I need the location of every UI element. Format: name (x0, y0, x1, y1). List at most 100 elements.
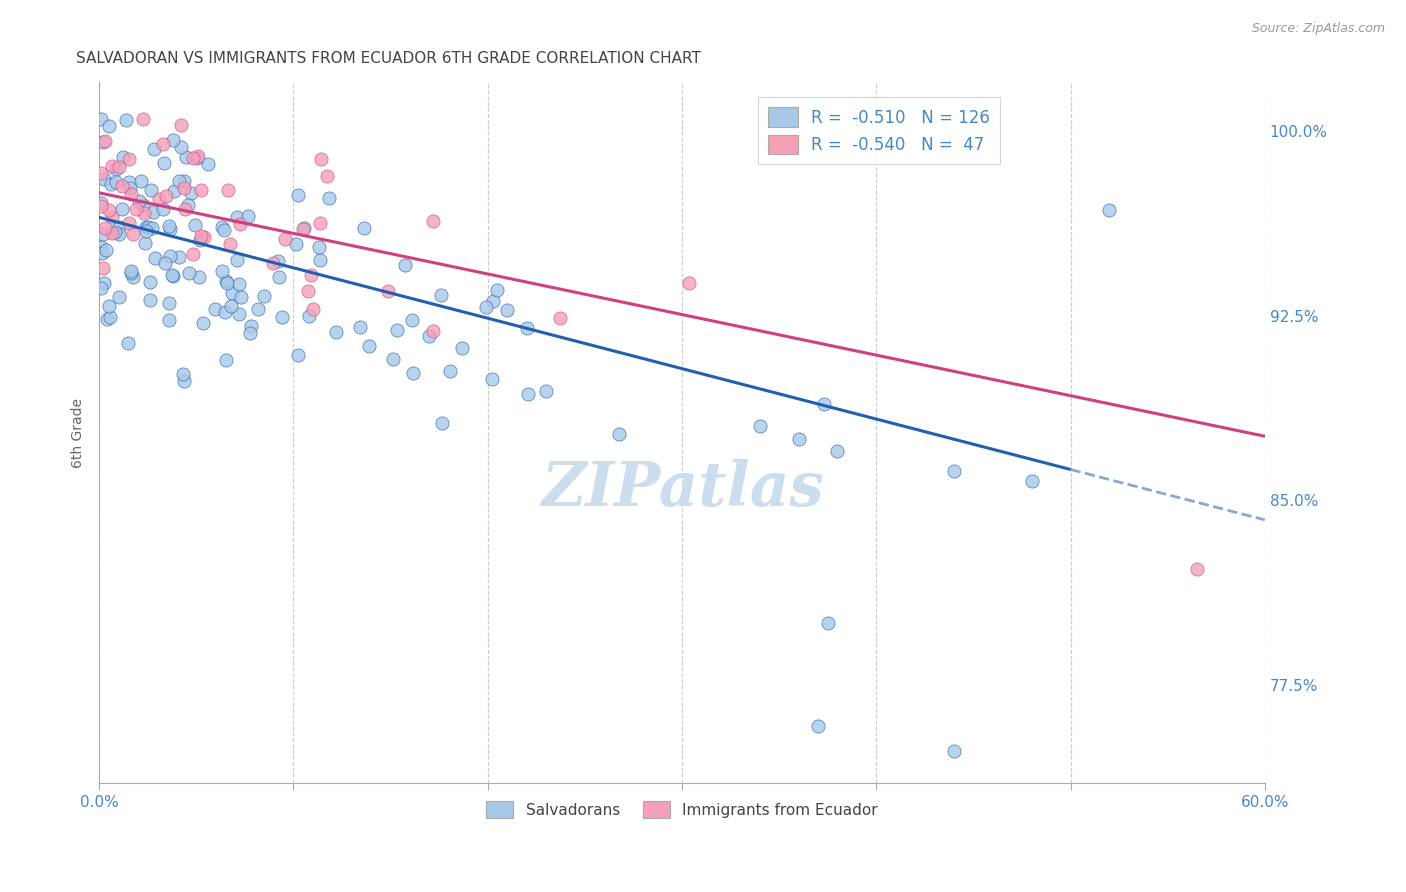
Point (357, 339, 380, 353)
Point (120, 264, 142, 278)
Point (93, 277, 115, 291)
Point (91, 260, 114, 275)
Point (197, 157, 219, 171)
Point (382, 351, 405, 366)
Point (228, 277, 250, 292)
Point (188, 270, 211, 285)
Point (219, 299, 242, 313)
Point (422, 324, 444, 338)
Point (173, 181, 195, 195)
Point (943, 744, 966, 758)
Point (107, 160, 129, 174)
Point (239, 318, 262, 333)
Point (429, 288, 451, 302)
Point (162, 133, 184, 147)
Point (534, 384, 557, 398)
Point (98, 310, 121, 325)
Point (181, 152, 204, 166)
Point (486, 283, 509, 297)
Point (271, 310, 294, 325)
Point (91, 135, 114, 149)
Point (481, 293, 503, 308)
Point (142, 205, 165, 219)
Point (239, 326, 262, 341)
Point (94, 134, 117, 148)
Point (827, 444, 849, 458)
Point (228, 307, 250, 321)
Point (94, 243, 117, 257)
Point (481, 372, 503, 386)
Point (418, 329, 440, 343)
Point (100, 178, 122, 192)
Point (211, 264, 233, 278)
Point (98, 299, 121, 313)
Point (93, 171, 115, 186)
Point (229, 290, 252, 304)
Text: ZIPatlas: ZIPatlas (541, 458, 824, 518)
Point (132, 198, 155, 212)
Point (439, 364, 461, 378)
Point (90, 112, 112, 126)
Point (299, 268, 322, 282)
Point (517, 387, 540, 401)
Point (748, 419, 770, 434)
Point (309, 252, 332, 267)
Point (402, 366, 425, 380)
Text: Source: ZipAtlas.com: Source: ZipAtlas.com (1251, 22, 1385, 36)
Point (191, 316, 214, 330)
Point (221, 286, 243, 301)
Point (111, 179, 134, 194)
Point (287, 188, 309, 202)
Point (152, 156, 174, 170)
Point (97, 120, 120, 134)
Point (315, 169, 337, 183)
Point (125, 202, 148, 217)
Point (607, 427, 630, 442)
Point (90, 281, 112, 295)
Point (229, 217, 252, 231)
Point (152, 202, 174, 216)
Point (122, 227, 145, 241)
Point (349, 320, 371, 334)
Point (90, 166, 112, 180)
Point (1185, 562, 1208, 576)
Point (159, 249, 181, 263)
Point (318, 191, 340, 205)
Point (181, 247, 204, 261)
Point (129, 174, 152, 188)
Point (1098, 202, 1121, 217)
Point (308, 216, 330, 230)
Point (118, 152, 141, 166)
Point (496, 302, 519, 317)
Point (135, 224, 157, 238)
Point (128, 194, 150, 208)
Point (155, 189, 177, 203)
Point (90, 199, 112, 213)
Point (325, 325, 347, 339)
Y-axis label: 6th Grade: 6th Grade (72, 398, 86, 467)
Point (172, 367, 194, 381)
Point (302, 301, 325, 316)
Point (120, 267, 142, 281)
Point (474, 300, 496, 314)
Point (212, 223, 235, 237)
Point (143, 251, 166, 265)
Point (387, 323, 409, 337)
Point (807, 719, 830, 733)
Point (267, 254, 290, 268)
Point (93, 220, 115, 235)
Point (101, 226, 124, 240)
Point (180, 186, 202, 201)
Point (120, 186, 142, 201)
Point (211, 220, 233, 235)
Point (188, 233, 211, 247)
Point (287, 348, 309, 362)
Point (143, 142, 166, 156)
Point (152, 137, 174, 152)
Point (291, 222, 314, 236)
Point (118, 216, 141, 230)
Point (157, 295, 180, 310)
Point (273, 232, 295, 246)
Point (422, 214, 444, 228)
Point (117, 175, 139, 189)
